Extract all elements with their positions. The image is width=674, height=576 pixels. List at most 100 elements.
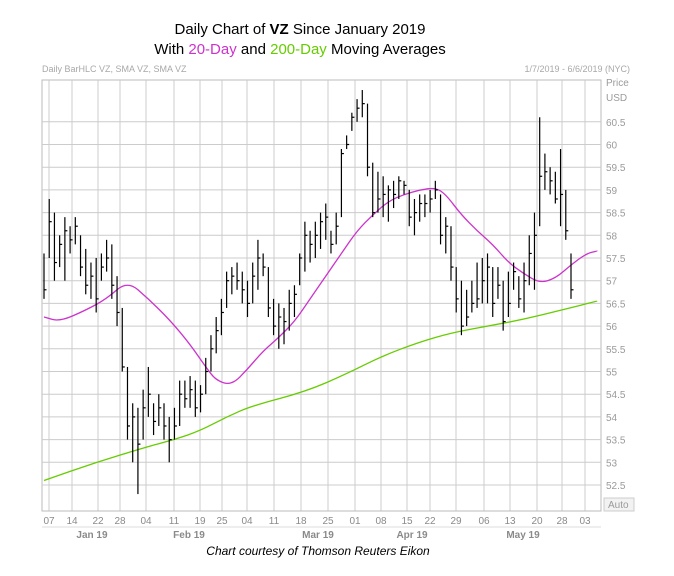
price-bar — [199, 385, 204, 413]
x-tick-label: 04 — [140, 516, 152, 527]
price-bar — [366, 103, 371, 177]
price-bar — [283, 307, 287, 345]
x-tick-label: 04 — [241, 516, 253, 527]
price-bar — [507, 271, 511, 318]
price-bar — [387, 185, 391, 222]
price-bar — [549, 167, 553, 195]
price-bar — [408, 189, 412, 227]
price-bar — [455, 267, 459, 313]
x-tick-label: 20 — [531, 516, 543, 527]
price-bar — [267, 267, 271, 318]
chart-title-line1: Daily Chart of VZ Since January 2019 — [175, 21, 426, 38]
price-bar — [445, 217, 449, 254]
price-bar — [226, 271, 230, 308]
x-tick-label: 07 — [43, 516, 55, 527]
month-labels: Jan 19 Feb 19 Mar 19 Apr 19 May 19 — [76, 530, 540, 541]
title2-prefix: With — [154, 41, 188, 58]
price-bar — [544, 153, 548, 190]
x-tick-label: 08 — [375, 516, 387, 527]
price-bar — [424, 194, 428, 218]
title2-mid: and — [237, 41, 270, 58]
y-tick-label: 54 — [606, 413, 618, 424]
price-bar — [299, 253, 303, 286]
x-tick-label: 25 — [216, 516, 228, 527]
x-tick-label: 01 — [349, 516, 361, 527]
y-tick-label: 54.5 — [606, 390, 626, 401]
price-bar — [173, 407, 177, 440]
price-bar — [325, 203, 329, 240]
price-bar — [382, 176, 386, 218]
price-bar — [335, 212, 339, 245]
y-tick-label: 59 — [606, 186, 618, 197]
y-axis-title-price: Price — [606, 78, 629, 89]
price-bar — [241, 271, 245, 304]
price-bar — [471, 280, 475, 313]
price-bar — [497, 267, 501, 299]
chart-header-right: 1/7/2019 - 6/6/2019 (NYC) — [524, 64, 630, 74]
month-label: May 19 — [506, 530, 540, 541]
x-tick-label: 28 — [114, 516, 126, 527]
title2-sma20: 20-Day — [188, 41, 237, 58]
auto-scale-box[interactable] — [603, 497, 635, 512]
price-bar — [85, 248, 89, 295]
price-bar — [570, 253, 574, 299]
price-bar — [210, 335, 214, 372]
price-bar — [158, 394, 162, 426]
price-bar — [246, 280, 250, 318]
price-bar — [398, 176, 402, 199]
price-bar — [231, 267, 235, 295]
price-bars — [43, 90, 574, 495]
price-bar — [252, 262, 256, 304]
price-bar — [69, 226, 73, 254]
price-bar — [100, 253, 104, 281]
price-bar — [48, 198, 52, 258]
x-tick-label: 29 — [450, 516, 462, 527]
sma20-series — [43, 187, 598, 385]
price-bar — [314, 221, 318, 258]
x-tick-label: 06 — [478, 516, 490, 527]
price-bar — [492, 267, 496, 318]
price-bar — [215, 317, 219, 354]
price-bar — [59, 235, 63, 268]
price-bar — [356, 99, 360, 122]
y-tick-label: 60 — [606, 141, 618, 152]
price-bar — [220, 298, 224, 336]
price-bar — [163, 403, 167, 440]
price-bar — [533, 212, 537, 290]
x-tick-label: 13 — [504, 516, 516, 527]
price-bar — [90, 262, 94, 299]
price-bar — [189, 376, 193, 408]
price-bar — [481, 258, 485, 304]
title-suffix: Since January 2019 — [289, 21, 426, 38]
price-bar — [450, 226, 454, 281]
y-axis-title-usd: USD — [606, 93, 627, 104]
y-tick-label: 59.5 — [606, 163, 626, 174]
y-tick-label: 56.5 — [606, 299, 626, 310]
price-bar — [168, 416, 172, 463]
price-bar — [262, 253, 266, 277]
price-bar — [413, 198, 417, 236]
month-label: Feb 19 — [173, 530, 205, 541]
price-bar — [565, 189, 569, 240]
sma200-line — [43, 300, 598, 482]
price-bar — [460, 280, 464, 336]
auto-scale-label[interactable]: Auto — [608, 500, 629, 511]
price-bar — [132, 403, 136, 463]
x-tick-label: 19 — [194, 516, 206, 527]
sma200-series — [43, 300, 598, 482]
y-tick-label: 55 — [606, 368, 618, 379]
price-bar — [121, 307, 125, 372]
title-ticker: VZ — [270, 21, 289, 38]
price-bar — [466, 289, 470, 327]
y-tick-label: 58 — [606, 231, 618, 242]
price-bar — [476, 262, 480, 308]
price-bar — [111, 244, 115, 299]
price-bar — [152, 403, 157, 436]
price-bar — [340, 149, 344, 218]
price-bar — [116, 276, 120, 327]
x-tick-label: 22 — [424, 516, 436, 527]
month-label: Apr 19 — [396, 530, 428, 541]
price-bar — [194, 380, 198, 417]
price-bar — [205, 357, 209, 395]
price-bar — [278, 303, 282, 349]
